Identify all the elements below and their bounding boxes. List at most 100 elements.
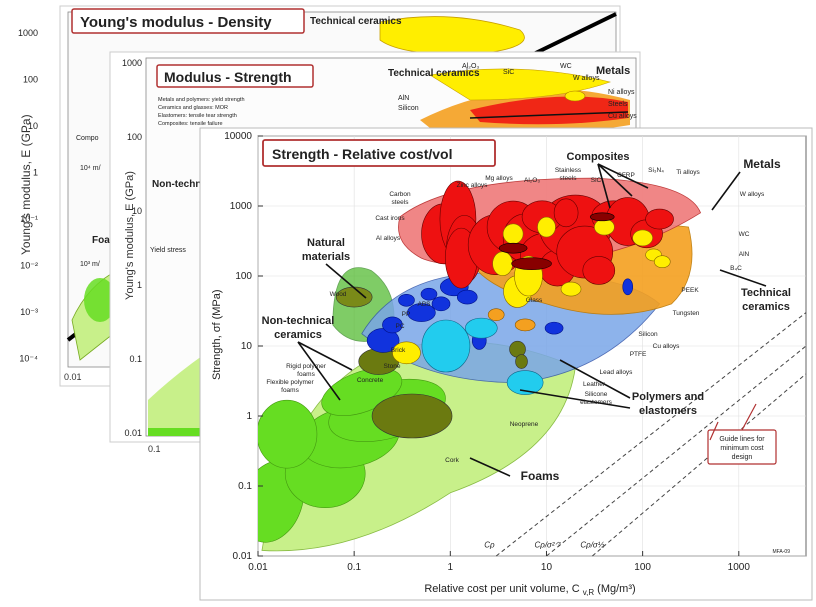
- material-label: Neoprene: [510, 421, 539, 428]
- material-label: Al alloys: [376, 235, 401, 242]
- back-y-tick-label: 10⁻⁴: [19, 354, 38, 364]
- mid-chart-ylabel: Young's modulus, E (GPa): [124, 171, 136, 300]
- leader-line: [297, 341, 341, 401]
- mid-ceramics-envelope: [429, 68, 612, 101]
- natural-label: materials: [302, 251, 350, 263]
- polymer-bubble: [544, 321, 564, 335]
- mid-y-tick-label: 1: [137, 280, 142, 290]
- y-tick-label: 0.01: [233, 551, 253, 562]
- back-y-tick-label: 10⁻²: [20, 261, 38, 271]
- material-label: Wood: [330, 291, 347, 298]
- mid-legend-item: Composites: tensile failure: [158, 121, 223, 127]
- mid-y-tick-label: 0.01: [124, 428, 142, 438]
- back-y-tick-label: 10⁻¹: [20, 214, 38, 224]
- mid-y-tick-label: 0.1: [129, 354, 142, 364]
- guide-note-text: design: [732, 454, 753, 461]
- foam-bubble: [258, 399, 318, 469]
- back-ceramics-bubble: [379, 16, 525, 56]
- guide-note-text: minimum cost: [720, 445, 763, 452]
- polymer-bubble: [420, 287, 438, 301]
- material-label: ABS: [417, 301, 431, 308]
- material-label: PC: [395, 323, 404, 330]
- mid-wc-label: WC: [560, 63, 572, 70]
- material-label: CFRP: [617, 172, 635, 179]
- material-label: Silicon: [638, 331, 658, 338]
- mid-chart-y-ticks: 1000 100 10 1 0.1 0.01: [122, 58, 142, 438]
- material-label: Stone: [384, 363, 401, 370]
- strength-cost-plot: Cρ Cρ/σ²ᐟ³ Cρ/σ½ Guide lines for minimum cos…: [211, 131, 807, 597]
- mid-w-label: W alloys: [573, 75, 600, 82]
- mid-cu-label: Cu alloys: [608, 113, 637, 120]
- axes: 0.01 0.1 1 10 100 1000 10000 1000 100 10 1 0.1 0.01: [224, 131, 750, 573]
- material-label: Al₂O₃: [524, 177, 540, 184]
- mid-metals-label: Metals: [596, 65, 630, 77]
- material-label: foams: [281, 387, 299, 394]
- back-wood-label: Compo: [76, 135, 99, 142]
- polymers-label: elastomers: [639, 405, 697, 417]
- mid-y-tick-label: 100: [127, 132, 142, 142]
- back-chart-ylabel: Young's modulus, E (GPa): [19, 114, 33, 255]
- material-label: Stainless: [555, 167, 582, 174]
- leader-line: [519, 389, 631, 409]
- mid-al2o3-label: Al₂O₃: [462, 63, 479, 70]
- back-chart-y-ticks: 1000 100 10 1 10⁻¹ 10⁻² 10⁻³ 10⁻⁴: [18, 28, 38, 364]
- nontech-label: Non-technical: [262, 315, 335, 327]
- ceramic-bubble: [653, 255, 671, 269]
- material-label: Brick: [391, 347, 406, 354]
- back-chart-x-tick: 0.01: [64, 372, 82, 382]
- ceramic-bubble: [537, 216, 556, 238]
- mid-legend-item: Metals and polymers: yield strength: [158, 97, 245, 103]
- mid-yield-label: Yield stress: [150, 247, 186, 254]
- natural-small-bubble: [515, 354, 528, 369]
- back-foams-bubble: [84, 278, 116, 322]
- foams-label: Foams: [521, 469, 560, 483]
- y-tick-label: 100: [235, 271, 252, 282]
- material-label: Si₃N₄: [648, 167, 664, 174]
- mid-ni-label: Ni alloys: [608, 89, 635, 96]
- guide-line: [495, 312, 807, 557]
- composite-bubble: [511, 257, 552, 270]
- y-tick-label: 10: [241, 341, 253, 352]
- leader-line: [719, 269, 767, 287]
- guide-line-label: Cρ/σ½: [580, 541, 604, 550]
- back-chart-title-box: [71, 8, 305, 34]
- x-tick-label: 100: [634, 562, 651, 573]
- mid-legend-item: Elastomers: tensile tear strength: [158, 113, 237, 119]
- material-label: Mg alloys: [485, 175, 513, 182]
- material-label: Glass: [526, 297, 543, 304]
- mid-silicon-label: Silicon: [398, 105, 419, 112]
- mid-foams-bar: [148, 428, 214, 436]
- composite-bubble: [589, 212, 615, 222]
- x-tick-label: 1000: [728, 562, 751, 573]
- ceramic-small-bubble: [514, 318, 536, 332]
- guide-lines: Cρ Cρ/σ²ᐟ³ Cρ/σ½: [484, 312, 807, 557]
- natural-label: Natural: [307, 237, 345, 249]
- back-y-tick-label: 10: [28, 121, 38, 131]
- guide-arrow: [709, 421, 719, 441]
- x-axis-label-units: (Mg/m³): [594, 583, 636, 595]
- back-y-tick-label: 1000: [18, 28, 38, 38]
- ceramic-bubble: [594, 218, 615, 236]
- back-y-tick-label: 10⁻³: [20, 307, 38, 317]
- elastomer-bubble: [421, 319, 471, 373]
- leader-line: [325, 263, 367, 299]
- polymer-bubble: [456, 289, 478, 305]
- leader-line: [469, 457, 511, 477]
- guide-arrow: [741, 403, 757, 431]
- plot-body: [258, 177, 702, 552]
- mid-yield-line: [469, 111, 629, 119]
- metal-bubble: [582, 256, 616, 285]
- x-tick-label: 1: [448, 562, 454, 573]
- material-label: Flexible polymer: [266, 379, 314, 386]
- material-label: foams: [297, 371, 315, 378]
- material-label: Cu alloys: [653, 343, 680, 350]
- material-label: Lead alloys: [600, 369, 634, 376]
- leader-line: [597, 163, 611, 209]
- material-label: PEEK: [681, 287, 699, 294]
- mid-steels-label: Steels: [608, 101, 628, 108]
- material-label: Carbon: [389, 191, 411, 198]
- family-labels: Composites Metals Natural materials Non-tech…: [262, 151, 791, 555]
- guide-line-label: Cρ/σ²ᐟ³: [534, 541, 560, 550]
